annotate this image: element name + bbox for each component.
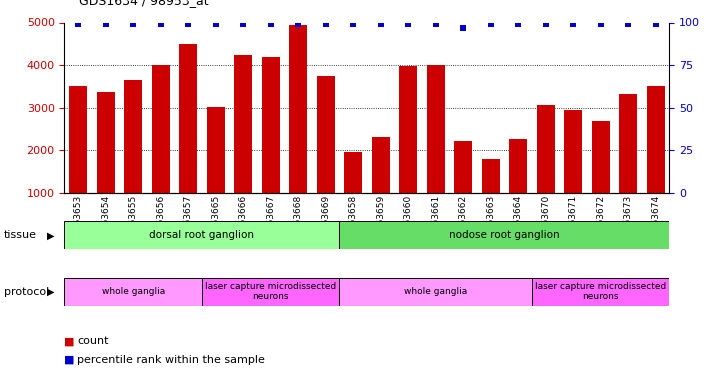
Point [485, 21, 496, 27]
Bar [125, 80, 142, 193]
Bar [372, 137, 390, 193]
Text: percentile rank within the sample: percentile rank within the sample [77, 355, 265, 365]
Bar [509, 139, 527, 193]
Point [183, 21, 194, 27]
Text: nodose root ganglion: nodose root ganglion [449, 230, 560, 240]
Point [568, 21, 579, 27]
Text: whole ganglia: whole ganglia [404, 287, 468, 296]
Bar [179, 44, 197, 193]
Bar [482, 159, 500, 193]
Bar [64, 221, 339, 249]
Bar [619, 94, 637, 193]
Point [127, 21, 139, 27]
Point [402, 21, 414, 27]
Bar [400, 66, 417, 193]
Text: dorsal root ganglion: dorsal root ganglion [150, 230, 254, 240]
Text: ■: ■ [64, 355, 75, 365]
Text: ■: ■ [64, 336, 75, 346]
Bar [564, 110, 582, 193]
Text: ▶: ▶ [47, 286, 54, 297]
Bar [64, 278, 202, 306]
Point [210, 21, 221, 27]
Point [347, 21, 359, 27]
Point [650, 21, 662, 27]
Bar [647, 86, 664, 193]
Text: laser capture microdissected
neurons: laser capture microdissected neurons [205, 282, 337, 301]
Bar [537, 105, 555, 193]
Point [375, 21, 387, 27]
Bar [339, 221, 669, 249]
Point [155, 21, 166, 27]
Bar [316, 76, 334, 193]
Point [595, 21, 606, 27]
Text: whole ganglia: whole ganglia [102, 287, 165, 296]
Bar [339, 278, 532, 306]
Point [513, 21, 524, 27]
Point [430, 21, 442, 27]
Point [265, 21, 276, 27]
Text: count: count [77, 336, 109, 346]
Bar [97, 92, 115, 193]
Point [320, 21, 332, 27]
Point [100, 21, 112, 27]
Bar [591, 121, 609, 193]
Point [540, 21, 551, 27]
Bar [532, 278, 669, 306]
Bar [202, 278, 339, 306]
Point [292, 21, 304, 27]
Text: ▶: ▶ [47, 230, 54, 240]
Text: GDS1634 / 98953_at: GDS1634 / 98953_at [79, 0, 208, 8]
Bar [344, 152, 362, 193]
Bar [289, 25, 307, 193]
Bar [207, 107, 225, 193]
Text: protocol: protocol [4, 286, 49, 297]
Bar [152, 65, 170, 193]
Bar [234, 56, 252, 193]
Point [622, 21, 634, 27]
Bar [427, 65, 445, 193]
Bar [262, 57, 280, 193]
Text: tissue: tissue [4, 230, 37, 240]
Bar [69, 87, 87, 193]
Bar [454, 141, 472, 193]
Point [458, 25, 469, 31]
Point [72, 21, 84, 27]
Text: laser capture microdissected
neurons: laser capture microdissected neurons [535, 282, 667, 301]
Point [238, 21, 249, 27]
